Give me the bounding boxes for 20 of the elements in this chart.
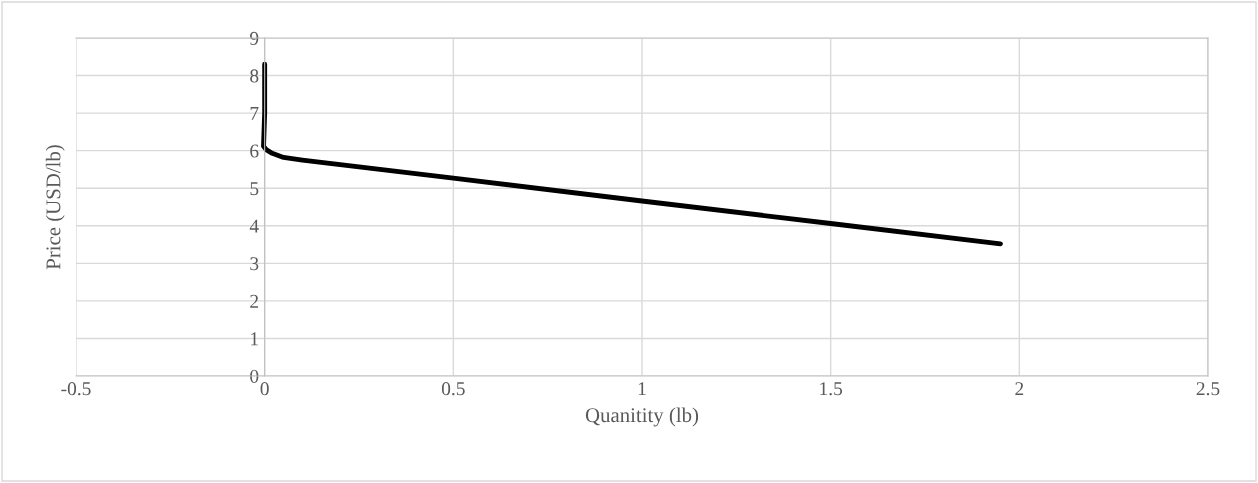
y-tick-label: 7	[250, 107, 259, 120]
y-tick-label: 0	[250, 369, 259, 383]
x-tick-label: 0.5	[441, 382, 465, 396]
y-tick-label: 5	[250, 182, 259, 196]
x-tick-label: 2.5	[1196, 382, 1220, 396]
y-tick-label: 3	[250, 257, 259, 271]
x-tick-label: 0	[260, 382, 269, 396]
x-tick-label: 2	[1015, 382, 1024, 396]
y-tick-label: 2	[250, 294, 259, 308]
y-tick-label: 1	[251, 332, 258, 346]
x-tick-label: 1.5	[820, 382, 843, 396]
y-tick-label: 6	[250, 144, 259, 158]
line-series	[261, 61, 1003, 247]
x-axis-title: Quanitity (lb)	[585, 407, 699, 427]
y-axis-title: Price (USD/lb)	[45, 145, 65, 270]
y-tick-label: 9	[250, 31, 259, 45]
x-tick-label: 1	[638, 382, 646, 396]
x-tick-label: -0.5	[61, 382, 91, 396]
y-tick-label: 8	[250, 69, 259, 83]
y-tick-label: 4	[249, 219, 259, 233]
